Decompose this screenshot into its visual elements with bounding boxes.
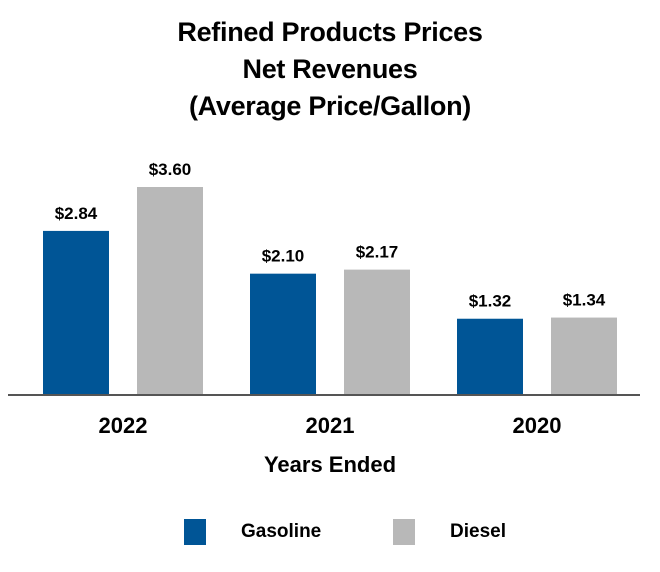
bars-layer xyxy=(43,187,617,395)
legend: Gasoline Diesel xyxy=(0,516,660,548)
bar-diesel-2022 xyxy=(137,187,203,395)
legend-label-gasoline: Gasoline xyxy=(241,521,322,542)
data-label-diesel-2021: $2.17 xyxy=(356,243,399,262)
chart-title-line-2: Net Revenues xyxy=(242,54,418,84)
x-tick-label-2020: 2020 xyxy=(513,413,562,438)
bar-diesel-2021 xyxy=(344,269,410,395)
bar-gasoline-2020 xyxy=(457,318,523,395)
legend-label-diesel: Diesel xyxy=(450,521,506,542)
x-ticks-layer: 2022 2021 2020 xyxy=(99,413,562,438)
chart-title-line-3: (Average Price/Gallon) xyxy=(188,91,471,121)
chart-title: Refined Products Prices Net Revenues (Av… xyxy=(0,14,660,125)
data-label-diesel-2022: $3.60 xyxy=(149,160,192,179)
bar-gasoline-2021 xyxy=(250,273,316,395)
data-label-gasoline-2020: $1.32 xyxy=(469,292,512,311)
legend-swatch-diesel xyxy=(393,519,415,545)
legend-item-gasoline: Gasoline xyxy=(184,516,321,548)
data-label-gasoline-2021: $2.10 xyxy=(262,247,305,266)
data-label-gasoline-2022: $2.84 xyxy=(55,204,98,223)
x-tick-label-2022: 2022 xyxy=(99,413,148,438)
data-label-diesel-2020: $1.34 xyxy=(563,291,606,310)
bar-gasoline-2022 xyxy=(43,230,109,395)
legend-swatch-gasoline xyxy=(184,519,206,545)
x-axis-title: Years Ended xyxy=(263,452,397,477)
data-labels-layer: $2.84 $3.60 $2.10 $2.17 $1.32 $1.34 xyxy=(55,160,606,311)
chart-title-line-1: Refined Products Prices xyxy=(177,17,483,47)
x-tick-label-2021: 2021 xyxy=(306,413,355,438)
bar-diesel-2020 xyxy=(551,317,617,395)
legend-item-diesel: Diesel xyxy=(393,516,506,548)
